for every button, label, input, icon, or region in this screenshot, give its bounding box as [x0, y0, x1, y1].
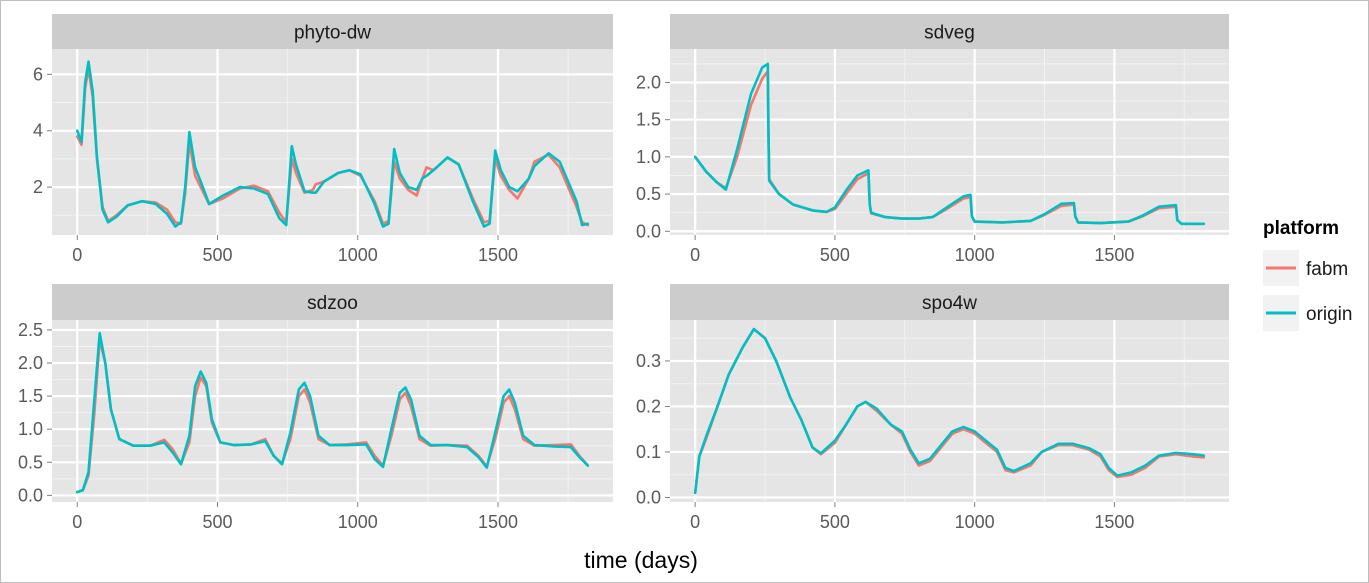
legend-label-fabm: fabm: [1306, 259, 1348, 280]
strip-label-phyto-dw: phyto-dw: [294, 23, 371, 44]
panel-bg-sdzoo: [52, 320, 613, 502]
y-tick-label: 0.2: [636, 396, 661, 416]
strip-label-spo4w: spo4w: [922, 293, 977, 314]
y-tick-label: 0.5: [18, 452, 43, 472]
series-line-origin-sdzoo: [75, 331, 590, 494]
y-tick-label: 0.1: [636, 442, 661, 462]
y-tick-label: 2.0: [636, 72, 661, 92]
x-tick-label: 1500: [1094, 512, 1134, 532]
panel-sdveg: sdveg 0 500 1000 1500 0.0 0.5 1.0 1.5 2.0: [636, 14, 1229, 265]
x-tick-label: 1000: [955, 512, 995, 532]
y-tick-label: 0.3: [636, 351, 661, 371]
panel-spo4w: spo4w 0 500 1000 1500 0.0 0.1 0.2 0.3: [636, 284, 1229, 532]
panel-phyto-dw: phyto-dw 0 500 1000 1500 2 4 6: [33, 14, 613, 265]
strip-spo4w: [670, 284, 1229, 320]
y-tick-label: 2: [33, 177, 43, 197]
panel-sdzoo: sdzoo 0 500 1000 1500 0.0 0.5 1.0 1.5 2.0 2.5: [18, 284, 613, 532]
y-tick-label: 0.0: [636, 487, 661, 507]
x-tick-label: 1500: [1094, 245, 1134, 265]
legend-label-origin: origin: [1306, 304, 1352, 325]
y-tick-label: 1.5: [18, 386, 43, 406]
y-tick-label: 2.0: [18, 353, 43, 373]
strip-label-sdveg: sdveg: [924, 23, 975, 44]
y-tick-label: 1.0: [636, 147, 661, 167]
x-tick-label: 0: [690, 245, 700, 265]
strip-sdveg: [670, 14, 1229, 49]
y-tick-label: 0.0: [18, 485, 43, 505]
legend-title: platform: [1263, 218, 1339, 239]
y-tick-label: 2.5: [18, 320, 43, 340]
y-tick-label: 4: [33, 121, 43, 141]
x-tick-label: 500: [820, 245, 850, 265]
strip-label-sdzoo: sdzoo: [307, 293, 358, 314]
x-tick-label: 1000: [338, 512, 378, 532]
strip-phyto-dw: [52, 14, 613, 49]
legend: platform fabm origin: [1263, 218, 1352, 331]
x-tick-label: 500: [202, 245, 232, 265]
y-tick-label: 0.0: [636, 221, 661, 241]
x-tick-label: 0: [72, 512, 82, 532]
strip-sdzoo: [52, 284, 613, 320]
panel-bg-sdveg: [670, 49, 1229, 235]
x-tick-label: 1500: [478, 245, 518, 265]
x-tick-label: 1000: [338, 245, 378, 265]
series-line-origin-phyto-dw: [75, 60, 590, 228]
x-tick-label: 500: [820, 512, 850, 532]
x-tick-label: 1000: [955, 245, 995, 265]
x-tick-label: 500: [202, 512, 232, 532]
y-tick-label: 0.5: [636, 184, 661, 204]
x-tick-label: 0: [690, 512, 700, 532]
x-axis-title: time (days): [584, 547, 698, 573]
x-tick-label: 0: [72, 245, 82, 265]
panel-bg-phyto-dw: [52, 49, 613, 235]
panels-layer: phyto-dw 0 500 1000 1500 2 4 6 sdveg 0 500 1000 1500…: [18, 14, 1229, 532]
series-line-origin-sdveg: [693, 62, 1206, 226]
x-tick-label: 1500: [478, 512, 518, 532]
y-tick-label: 1.5: [636, 110, 661, 130]
series-line-origin-spo4w: [693, 327, 1206, 495]
y-tick-label: 1.0: [18, 419, 43, 439]
y-tick-label: 6: [33, 64, 43, 84]
